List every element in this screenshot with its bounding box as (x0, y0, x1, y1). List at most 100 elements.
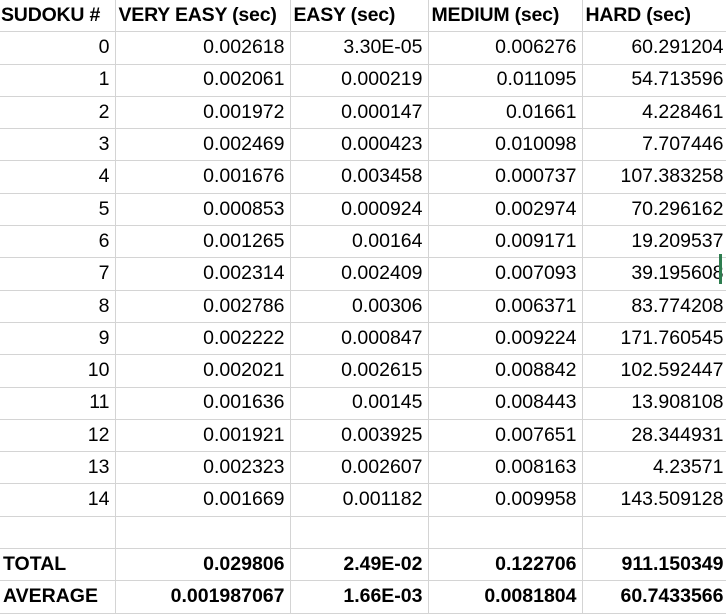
table-row-hard-cell[interactable]: 13.908108 (582, 387, 726, 420)
table-row-very-easy-cell[interactable]: 0.002222 (115, 322, 291, 356)
average-row-sudoku-number-cell[interactable]: AVERAGE (0, 580, 116, 614)
table-row-hard-cell[interactable]: 4.228461 (582, 96, 726, 130)
table-row-easy-cell[interactable]: 0.002607 (290, 451, 429, 485)
table-row-sudoku-number-cell[interactable]: 10 (0, 354, 116, 388)
average-row-easy-cell[interactable]: 1.66E-03 (290, 580, 429, 614)
total-row-medium-cell[interactable]: 0.122706 (428, 548, 583, 582)
table-row-medium-cell[interactable]: 0.010098 (428, 128, 583, 162)
table-row-hard-cell[interactable]: 83.774208 (582, 290, 726, 323)
header-row-very-easy-cell[interactable]: VERY EASY (sec) (115, 0, 291, 33)
table-row-very-easy-cell[interactable]: 0.002323 (115, 451, 291, 485)
table-row-sudoku-number-cell[interactable]: 0 (0, 31, 116, 65)
total-row-sudoku-number-cell[interactable]: TOTAL (0, 548, 116, 582)
table-row-sudoku-number-cell[interactable]: 1 (0, 64, 116, 97)
table-row-easy-cell[interactable]: 3.30E-05 (290, 31, 429, 65)
table-row-easy-cell[interactable]: 0.000147 (290, 96, 429, 130)
table-row: 2 0.001972 0.000147 0.01661 4.228461 (0, 96, 726, 130)
table-row-medium-cell[interactable]: 0.011095 (428, 64, 583, 97)
table-row-sudoku-number-cell[interactable]: 11 (0, 387, 116, 420)
table-row-easy-cell[interactable]: 0.002409 (290, 257, 429, 291)
table-row-easy-cell[interactable]: 0.003458 (290, 160, 429, 194)
table-row-sudoku-number-cell[interactable]: 5 (0, 193, 116, 227)
table-row-sudoku-number-cell[interactable]: 9 (0, 322, 116, 356)
table-row-very-easy-cell[interactable]: 0.002061 (115, 64, 291, 97)
total-row: TOTAL 0.029806 2.49E-02 0.122706 911.150349 (0, 548, 726, 582)
table-row-very-easy-cell[interactable]: 0.001676 (115, 160, 291, 194)
table-row-sudoku-number-cell[interactable]: 7 (0, 257, 116, 291)
header-row-medium-cell[interactable]: MEDIUM (sec) (428, 0, 583, 33)
table-row-hard-cell[interactable]: 19.209537 (582, 225, 726, 259)
table-row-medium-cell[interactable]: 0.002974 (428, 193, 583, 227)
table-row-hard-cell[interactable]: 102.592447 (582, 354, 726, 388)
total-row-hard-cell[interactable]: 911.150349 (582, 548, 726, 582)
table-row-medium-cell[interactable]: 0.008443 (428, 387, 583, 420)
table-row-hard-cell[interactable]: 107.383258 (582, 160, 726, 194)
table-row-easy-cell[interactable]: 0.00164 (290, 225, 429, 259)
table-row-medium-cell[interactable]: 0.007651 (428, 419, 583, 453)
table-row-hard-cell[interactable]: 28.344931 (582, 419, 726, 453)
table-row-medium-cell[interactable]: 0.008163 (428, 451, 583, 485)
average-row-medium-cell[interactable]: 0.0081804 (428, 580, 583, 614)
table-row-very-easy-cell[interactable]: 0.001265 (115, 225, 291, 259)
table-row-very-easy-cell[interactable]: 0.001921 (115, 419, 291, 453)
table-row-easy-cell[interactable]: 0.000847 (290, 322, 429, 356)
table-row-sudoku-number-cell[interactable]: 3 (0, 128, 116, 162)
table-row-easy-cell[interactable]: 0.000219 (290, 64, 429, 97)
table-row-sudoku-number-cell[interactable]: 12 (0, 419, 116, 453)
table-row-very-easy-cell[interactable]: 0.002314 (115, 257, 291, 291)
blank-row-very-easy-cell[interactable] (115, 516, 291, 550)
table-row-very-easy-cell[interactable]: 0.001669 (115, 483, 291, 517)
table-row-sudoku-number-cell[interactable]: 2 (0, 96, 116, 130)
table-row-sudoku-number-cell[interactable]: 14 (0, 483, 116, 517)
table-row: 12 0.001921 0.003925 0.007651 28.344931 (0, 419, 726, 453)
blank-row-medium-cell[interactable] (428, 516, 583, 550)
table-row-medium-cell[interactable]: 0.006371 (428, 290, 583, 323)
header-row-easy-cell[interactable]: EASY (sec) (290, 0, 429, 33)
table-row-easy-cell[interactable]: 0.00306 (290, 290, 429, 323)
table-row-very-easy-cell[interactable]: 0.001972 (115, 96, 291, 130)
table-row-hard-cell[interactable]: 54.713596 (582, 64, 726, 97)
header-row-sudoku-number-cell[interactable]: SUDOKU # (0, 0, 116, 33)
table-row-very-easy-cell[interactable]: 0.000853 (115, 193, 291, 227)
table-row-medium-cell[interactable]: 0.006276 (428, 31, 583, 65)
table-row-very-easy-cell[interactable]: 0.002469 (115, 128, 291, 162)
table-row-hard-cell[interactable]: 39.195608 (582, 257, 726, 291)
table-row-very-easy-cell[interactable]: 0.002786 (115, 290, 291, 323)
table-row-sudoku-number-cell[interactable]: 4 (0, 160, 116, 194)
table-row-easy-cell[interactable]: 0.000423 (290, 128, 429, 162)
table-row-medium-cell[interactable]: 0.009958 (428, 483, 583, 517)
table-row-hard-cell[interactable]: 7.707446 (582, 128, 726, 162)
blank-row-hard-cell[interactable] (582, 516, 726, 550)
table-row-medium-cell[interactable]: 0.009171 (428, 225, 583, 259)
average-row-very-easy-cell[interactable]: 0.001987067 (115, 580, 291, 614)
table-row-easy-cell[interactable]: 0.001182 (290, 483, 429, 517)
table-row-easy-cell[interactable]: 0.002615 (290, 354, 429, 388)
table-row-easy-cell[interactable]: 0.000924 (290, 193, 429, 227)
table-row-medium-cell[interactable]: 0.000737 (428, 160, 583, 194)
table-row-very-easy-cell[interactable]: 0.001636 (115, 387, 291, 420)
table-row-hard-cell[interactable]: 143.509128 (582, 483, 726, 517)
table-row-sudoku-number-cell[interactable]: 6 (0, 225, 116, 259)
header-row-hard-cell[interactable]: HARD (sec) (582, 0, 726, 33)
blank-row-easy-cell[interactable] (290, 516, 429, 550)
blank-row-sudoku-number-cell[interactable] (0, 516, 116, 550)
table-row: 9 0.002222 0.000847 0.009224 171.760545 (0, 322, 726, 356)
table-row-very-easy-cell[interactable]: 0.002021 (115, 354, 291, 388)
table-row-hard-cell[interactable]: 60.291204 (582, 31, 726, 65)
average-row-hard-cell[interactable]: 60.7433566 (582, 580, 726, 614)
table-row-hard-cell[interactable]: 70.296162 (582, 193, 726, 227)
table-row-medium-cell[interactable]: 0.009224 (428, 322, 583, 356)
table-row-medium-cell[interactable]: 0.01661 (428, 96, 583, 130)
table-row-medium-cell[interactable]: 0.007093 (428, 257, 583, 291)
total-row-very-easy-cell[interactable]: 0.029806 (115, 548, 291, 582)
table-row: 5 0.000853 0.000924 0.002974 70.296162 (0, 193, 726, 227)
table-row-hard-cell[interactable]: 4.23571 (582, 451, 726, 485)
table-row-hard-cell[interactable]: 171.760545 (582, 322, 726, 356)
table-row-sudoku-number-cell[interactable]: 8 (0, 290, 116, 323)
table-row-easy-cell[interactable]: 0.003925 (290, 419, 429, 453)
table-row-easy-cell[interactable]: 0.00145 (290, 387, 429, 420)
table-row-very-easy-cell[interactable]: 0.002618 (115, 31, 291, 65)
table-row-medium-cell[interactable]: 0.008842 (428, 354, 583, 388)
table-row-sudoku-number-cell[interactable]: 13 (0, 451, 116, 485)
total-row-easy-cell[interactable]: 2.49E-02 (290, 548, 429, 582)
